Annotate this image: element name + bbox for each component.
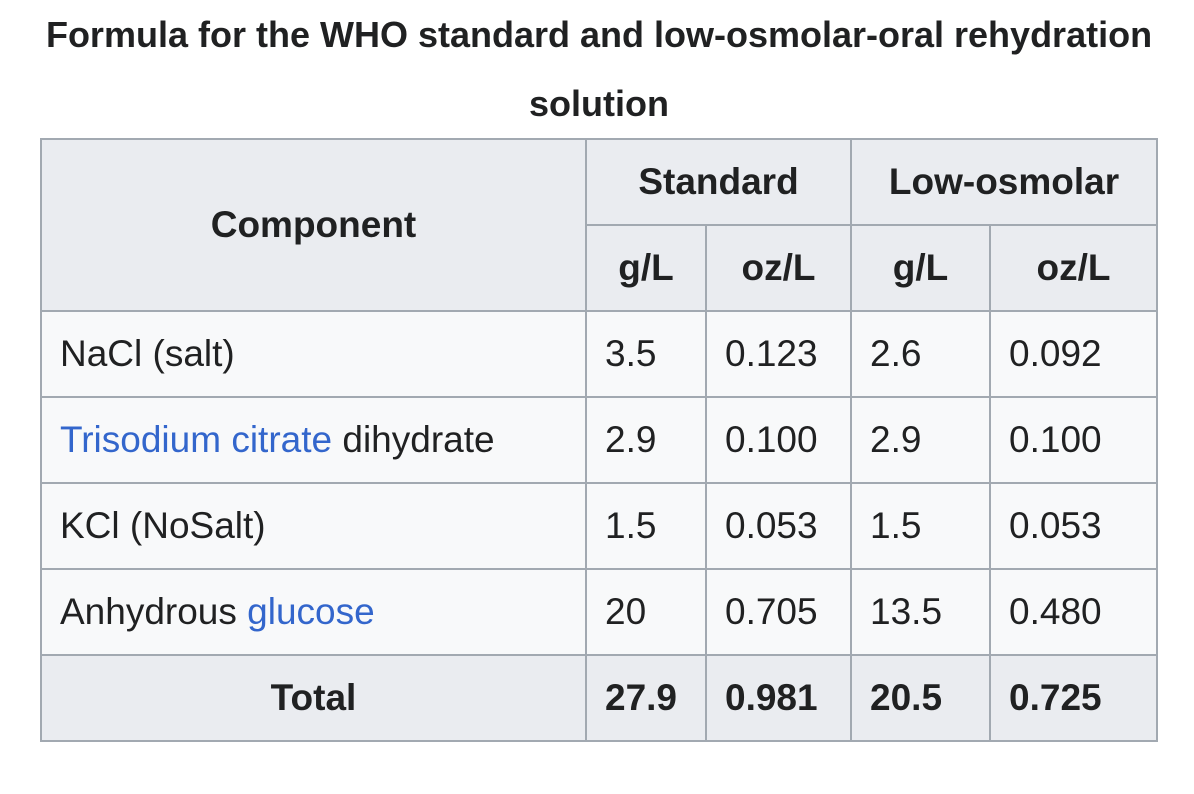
component-cell: NaCl (salt)	[40, 310, 587, 398]
value-cell: 0.053	[704, 482, 853, 570]
value-cell: 1.5	[850, 482, 992, 570]
ors-table: Formula for the WHO standard and low-osm…	[40, 0, 1159, 742]
value-cell: 3.5	[585, 310, 707, 398]
value-cell: 0.123	[704, 310, 853, 398]
value-cell: 2.6	[850, 310, 992, 398]
total-value: 0.981	[704, 654, 853, 742]
table-row: Trisodium citrate dihydrate 2.9 0.100 2.9 0.…	[40, 396, 1159, 484]
value-cell: 1.5	[585, 482, 707, 570]
group-header: Standard	[584, 138, 853, 226]
unit-header: g/L	[585, 224, 707, 312]
component-cell: Anhydrous glucose	[40, 568, 587, 656]
value-cell: 2.9	[585, 396, 707, 484]
table-caption: Formula for the WHO standard and low-osm…	[45, 14, 1153, 124]
value-cell: 0.053	[989, 482, 1159, 570]
total-value: 20.5	[850, 654, 992, 742]
value-cell: 0.100	[989, 396, 1159, 484]
total-row: Total 27.9 0.981 20.5 0.725	[40, 654, 1159, 742]
table-body: NaCl (salt) 3.5 0.123 2.6 0.092 Trisodium cit…	[40, 310, 1159, 742]
value-cell: 0.092	[989, 310, 1159, 398]
component-text: dihydrate	[342, 419, 495, 460]
group-header: Low-osmolar	[850, 138, 1159, 226]
component-link[interactable]: glucose	[247, 591, 375, 632]
value-cell: 20	[585, 568, 707, 656]
component-link[interactable]: Trisodium citrate	[60, 419, 333, 460]
total-value: 27.9	[585, 654, 707, 742]
table-row: NaCl (salt) 3.5 0.123 2.6 0.092	[40, 310, 1159, 398]
unit-header: g/L	[850, 224, 992, 312]
component-text: KCl (NoSalt)	[60, 505, 266, 546]
unit-header: oz/L	[989, 224, 1159, 312]
unit-row: g/L oz/L g/L oz/L	[41, 224, 1159, 312]
value-cell: 0.100	[704, 396, 853, 484]
value-cell: 0.480	[989, 568, 1159, 656]
value-cell: 2.9	[850, 396, 992, 484]
value-cell: 13.5	[850, 568, 992, 656]
unit-header: oz/L	[704, 224, 853, 312]
total-label: Total	[40, 654, 587, 742]
table-row: Anhydrous glucose 20 0.705 13.5 0.480	[40, 568, 1159, 656]
component-cell: Trisodium citrate dihydrate	[40, 396, 587, 484]
value-cell: 0.705	[704, 568, 853, 656]
total-value: 0.725	[989, 654, 1159, 742]
component-text: Anhydrous	[60, 591, 237, 632]
component-text: NaCl (salt)	[60, 333, 235, 374]
component-cell: KCl (NoSalt)	[40, 482, 587, 570]
component-header: Component	[40, 138, 587, 312]
table-row: KCl (NoSalt) 1.5 0.053 1.5 0.053	[40, 482, 1159, 570]
